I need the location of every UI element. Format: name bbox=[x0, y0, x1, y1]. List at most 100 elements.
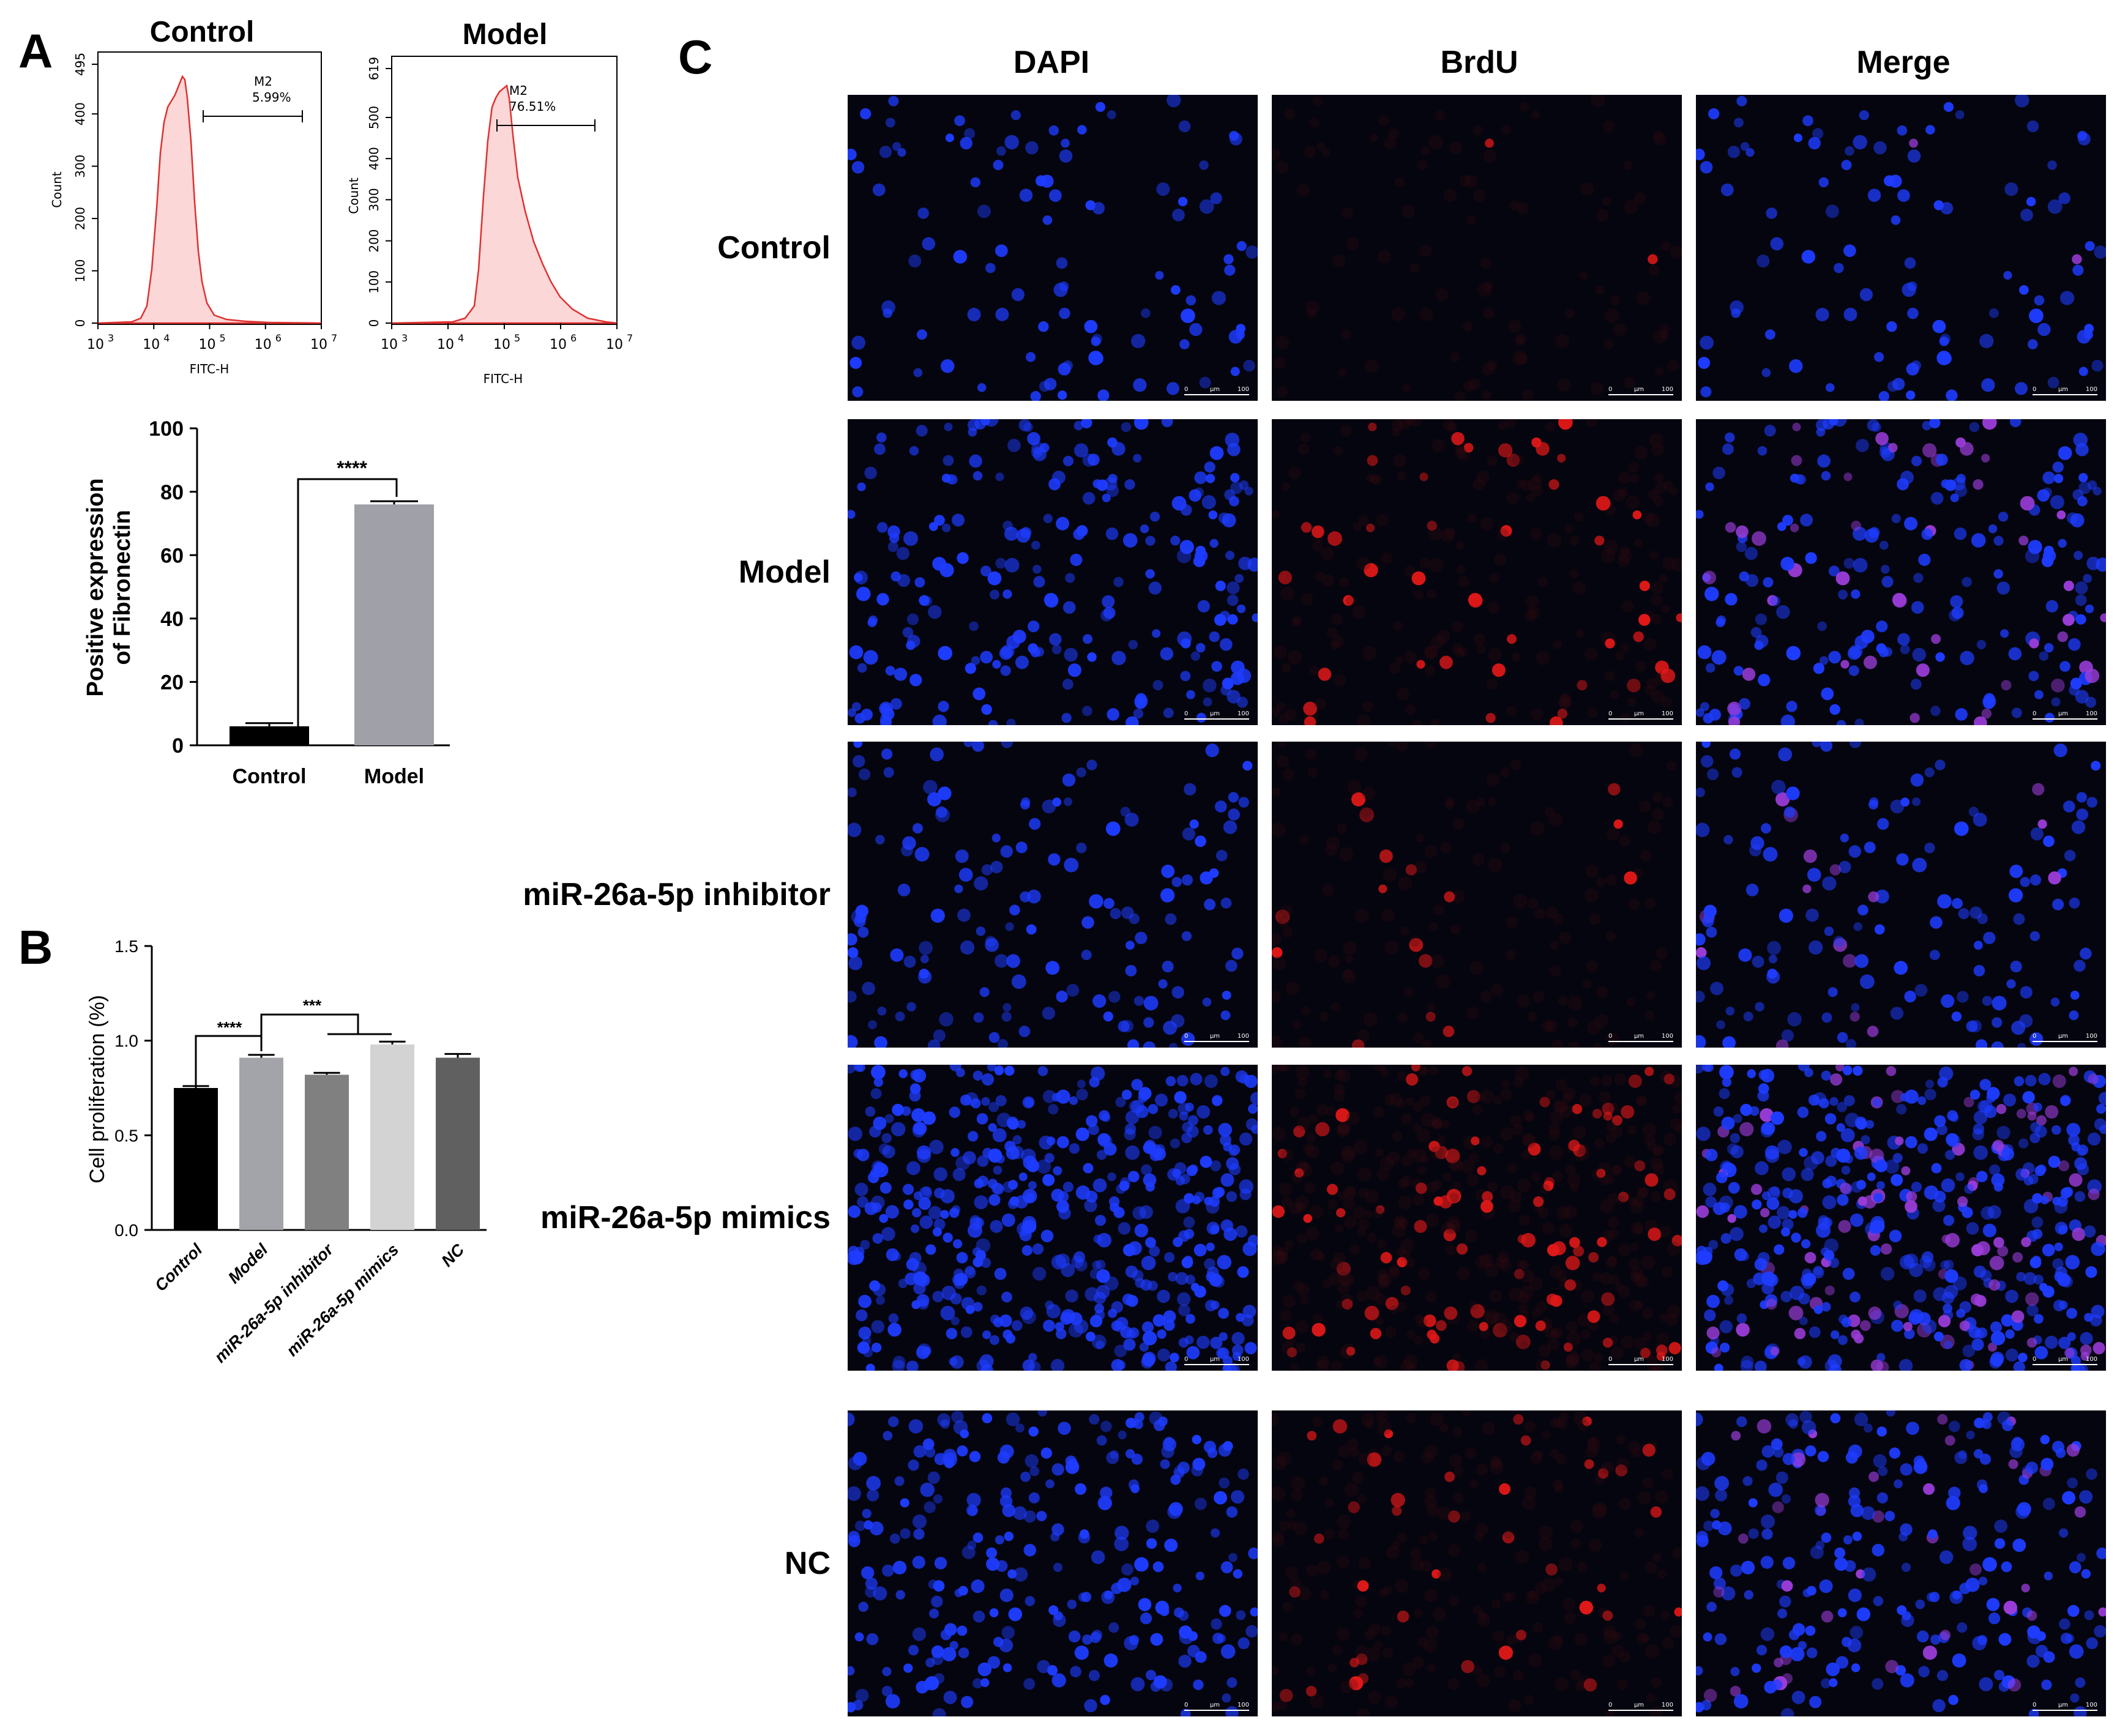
nucleus bbox=[1419, 472, 1428, 482]
nucleus bbox=[1412, 1123, 1421, 1132]
nucleus bbox=[1444, 800, 1454, 810]
nucleus bbox=[1012, 1135, 1022, 1145]
nucleus bbox=[1989, 1256, 2004, 1270]
nucleus bbox=[1394, 177, 1405, 188]
nucleus bbox=[869, 1521, 884, 1536]
nucleus bbox=[1610, 690, 1619, 699]
nucleus bbox=[1172, 209, 1185, 222]
nucleus bbox=[1861, 630, 1875, 644]
nucleus bbox=[1602, 1610, 1613, 1621]
nucleus bbox=[1602, 1655, 1616, 1668]
nucleus bbox=[1704, 586, 1719, 602]
nucleus bbox=[1190, 1283, 1200, 1292]
nucleus bbox=[886, 1248, 899, 1261]
nucleus bbox=[1508, 1199, 1521, 1212]
nucleus bbox=[1594, 535, 1605, 546]
scale-bar-start: 0 bbox=[1608, 1356, 1612, 1363]
nucleus bbox=[1502, 1592, 1512, 1602]
nucleus bbox=[1413, 1032, 1424, 1043]
nucleus bbox=[985, 263, 996, 274]
nucleus bbox=[1506, 492, 1520, 505]
nucleus bbox=[2070, 1364, 2080, 1371]
nucleus bbox=[987, 1065, 996, 1071]
nucleus bbox=[1185, 1102, 1194, 1112]
nucleus bbox=[1116, 1183, 1126, 1194]
nucleus bbox=[1130, 1677, 1145, 1691]
nucleus bbox=[1745, 147, 1755, 157]
nucleus bbox=[1222, 1364, 1231, 1371]
nucleus bbox=[1272, 947, 1283, 958]
nucleus bbox=[950, 1316, 960, 1325]
nucleus bbox=[1170, 1138, 1181, 1149]
nucleus bbox=[1036, 1511, 1047, 1521]
category-label: miR-26a-5p inhibitor bbox=[211, 1240, 337, 1366]
nucleus bbox=[1336, 1555, 1350, 1569]
nucleus bbox=[2075, 1677, 2086, 1688]
nucleus bbox=[2008, 647, 2022, 661]
nucleus bbox=[1997, 1245, 2009, 1257]
nucleus bbox=[1548, 1128, 1560, 1141]
nucleus bbox=[1214, 800, 1227, 813]
nucleus bbox=[1744, 1590, 1753, 1600]
nucleus bbox=[1588, 1252, 1599, 1263]
nucleus bbox=[1861, 1567, 1876, 1582]
nucleus bbox=[1327, 1663, 1337, 1673]
nucleus bbox=[1582, 979, 1592, 989]
nucleus bbox=[1056, 990, 1068, 1003]
nucleus bbox=[1581, 1348, 1594, 1362]
nucleus bbox=[1812, 742, 1822, 748]
nucleus bbox=[2072, 264, 2084, 276]
nucleus bbox=[1400, 926, 1410, 936]
nucleus bbox=[1637, 1275, 1649, 1288]
scale-bar-start: 0 bbox=[1184, 1033, 1188, 1040]
nucleus bbox=[1325, 844, 1337, 857]
nucleus bbox=[894, 1476, 905, 1486]
nucleus bbox=[2054, 1242, 2063, 1251]
nucleus bbox=[1703, 1632, 1712, 1642]
nucleus bbox=[1553, 1418, 1563, 1428]
nucleus bbox=[1840, 660, 1850, 669]
nucleus bbox=[1477, 1562, 1487, 1572]
nucleus bbox=[1828, 987, 1838, 997]
nucleus bbox=[1973, 941, 1983, 950]
nucleus bbox=[1633, 538, 1643, 548]
nucleus bbox=[1646, 513, 1660, 527]
micrograph-cells: 0 μm 100 bbox=[848, 1065, 1258, 1371]
nucleus bbox=[1765, 1273, 1779, 1287]
scale-bar-end: 100 bbox=[2086, 1702, 2097, 1708]
nucleus bbox=[1668, 486, 1678, 496]
nucleus bbox=[924, 1501, 936, 1513]
nucleus bbox=[1988, 1612, 2001, 1625]
nucleus bbox=[1485, 1309, 1500, 1324]
nucleus bbox=[1435, 1320, 1447, 1332]
nucleus bbox=[1646, 1355, 1657, 1366]
nucleus bbox=[940, 1305, 955, 1321]
nucleus bbox=[1564, 308, 1575, 318]
nucleus bbox=[1624, 871, 1637, 885]
nucleus bbox=[1161, 865, 1175, 878]
nucleus bbox=[1224, 489, 1236, 501]
nucleus bbox=[1638, 800, 1651, 813]
nucleus bbox=[1559, 1105, 1573, 1119]
flow-ytick-label: 619 bbox=[367, 57, 381, 80]
nucleus bbox=[1631, 1448, 1642, 1458]
nucleus bbox=[1986, 1598, 2000, 1612]
nucleus bbox=[1226, 1157, 1239, 1170]
nucleus bbox=[1533, 1196, 1544, 1207]
nucleus bbox=[1538, 1537, 1553, 1552]
nucleus bbox=[1905, 1200, 1917, 1213]
micrograph-dapi: 0 μm 100 bbox=[848, 419, 1258, 725]
nucleus bbox=[1477, 283, 1492, 297]
nucleus bbox=[1369, 133, 1378, 143]
scale-bar-start: 0 bbox=[1608, 1033, 1612, 1040]
nucleus bbox=[1277, 1149, 1287, 1158]
nucleus bbox=[1829, 1097, 1839, 1106]
nucleus bbox=[1217, 1634, 1227, 1643]
nucleus bbox=[1817, 454, 1831, 468]
nucleus bbox=[1058, 1421, 1071, 1435]
nucleus bbox=[1940, 1260, 1950, 1270]
nucleus bbox=[1520, 1150, 1531, 1160]
nucleus bbox=[1096, 1435, 1107, 1446]
nucleus bbox=[2012, 1538, 2026, 1552]
nucleus bbox=[1242, 1242, 1257, 1256]
